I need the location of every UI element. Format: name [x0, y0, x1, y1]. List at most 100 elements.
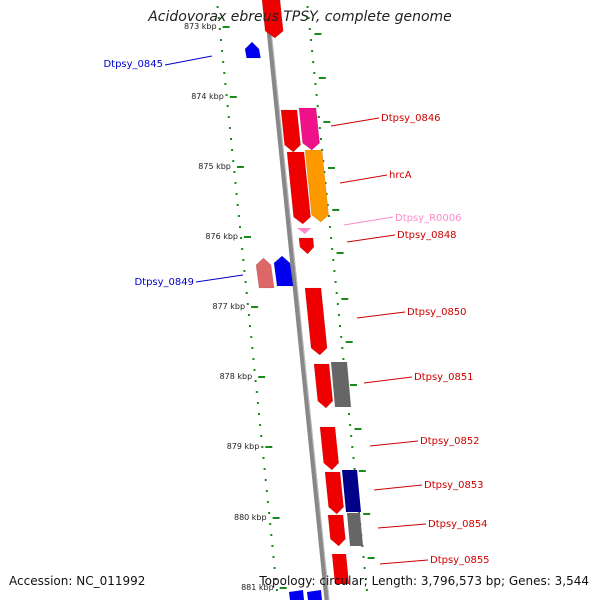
scale-dot	[353, 468, 356, 470]
scale-dot	[240, 237, 243, 239]
scale-dot	[255, 391, 258, 393]
scale-dot	[233, 171, 236, 173]
scale-dot	[313, 72, 316, 74]
gene-feature-partial[interactable]	[261, 0, 284, 39]
scale-dot	[227, 116, 230, 118]
gene-feature-dtpsy-0854[interactable]	[347, 513, 363, 546]
gene-feature-red-hrca[interactable]	[286, 151, 311, 225]
scale-dot	[235, 193, 238, 195]
gene-label-dtpsy-0852[interactable]: Dtpsy_0852	[420, 436, 480, 447]
gene-feature-red-0853[interactable]	[324, 471, 344, 515]
gene-label-dtpsy-0846[interactable]: Dtpsy_0846	[381, 113, 441, 124]
major-tick	[272, 517, 280, 519]
gene-feature-dtpsy-0848[interactable]	[298, 237, 315, 255]
scale-dot	[239, 226, 241, 228]
scale-dot	[259, 424, 262, 426]
scale-dot	[332, 259, 335, 261]
scale-dot	[275, 589, 278, 591]
gene-label-dtpsy-0854[interactable]: Dtpsy_0854	[428, 519, 488, 530]
gene-labels: Dtpsy_0845 Dtpsy_0846 hrcA Dtpsy_R0006 Dtpsy…	[103, 59, 489, 566]
leader-dtpsy-0852	[369, 440, 419, 447]
gene-label-hrca[interactable]: hrcA	[389, 170, 412, 181]
scale-dot	[340, 336, 343, 338]
kbp-tick-label: 881 kbp	[241, 583, 274, 592]
kbp-tick-label: 877 kbp	[212, 302, 245, 311]
scale-dot	[264, 479, 267, 481]
scale-dot	[237, 215, 240, 217]
gene-feature-pink-0849[interactable]	[255, 257, 275, 289]
major-tick	[251, 306, 259, 308]
scale-dot	[269, 523, 272, 525]
scale-dot	[268, 512, 271, 514]
scale-dot	[363, 567, 366, 569]
scale-dot	[331, 248, 334, 250]
scale-dot	[312, 61, 315, 63]
leader-dtpsy-0855	[379, 559, 429, 565]
major-tick	[265, 446, 273, 448]
scale-dot	[254, 380, 257, 382]
topology-text: Topology: circular; Length: 3,796,573 bp…	[259, 574, 589, 588]
gene-label-dtpsy-0855[interactable]: Dtpsy_0855	[430, 555, 490, 566]
scale-dot	[321, 149, 324, 151]
scale-dot	[251, 347, 254, 349]
kbp-tick-label: 879 kbp	[227, 442, 260, 451]
major-tick	[229, 96, 237, 98]
leader-hrca	[339, 174, 388, 184]
scale-dot	[349, 424, 352, 426]
kbp-tick-label: 878 kbp	[220, 372, 253, 381]
scale-tick-labels: 873 kbp 874 kbp 875 kbp 876 kbp 877 kbp 878 k…	[184, 22, 274, 592]
scale-dot	[334, 281, 337, 283]
gene-feature-dtpsy-0849[interactable]	[273, 255, 294, 287]
scale-dot	[226, 105, 229, 107]
leader-dtpsy-0845	[164, 55, 213, 66]
leader-dtpsy-0846	[330, 117, 380, 127]
minor-tick	[336, 252, 344, 254]
scale-dot	[274, 578, 277, 580]
scale-dot	[316, 105, 319, 107]
leader-dtpsy-0850	[356, 311, 406, 319]
scale-dot	[348, 413, 350, 415]
kbp-tick-label: 876 kbp	[205, 232, 238, 241]
gene-feature-dtpsy-r0006[interactable]	[297, 228, 311, 234]
scale-dot	[250, 336, 253, 338]
minor-tick	[314, 33, 322, 35]
gene-feature-dtpsy-0851[interactable]	[331, 362, 351, 407]
minor-tick	[350, 384, 357, 386]
scale-dot	[216, 6, 219, 8]
gene-feature-red-0854[interactable]	[327, 514, 346, 547]
scale-dot	[256, 402, 259, 404]
scale-dot	[350, 435, 353, 437]
scale-dot	[311, 50, 314, 52]
gene-feature-dtpsy-0852[interactable]	[319, 426, 340, 471]
scale-dot	[308, 28, 311, 30]
gene-label-dtpsy-0845[interactable]: Dtpsy_0845	[103, 59, 163, 70]
gene-feature-dtpsy-0846[interactable]	[298, 107, 320, 151]
scale-dot	[362, 556, 365, 558]
gene-feature-dtpsy-0845[interactable]	[244, 41, 261, 59]
scale-dot	[243, 270, 246, 272]
gene-feature-red-0851[interactable]	[313, 363, 334, 409]
scale-dot	[260, 435, 263, 437]
gene-feature-hrca[interactable]	[304, 149, 329, 223]
scale-dot	[271, 545, 274, 547]
minor-tick	[367, 557, 375, 559]
gene-feature-dtpsy-0855[interactable]	[332, 554, 349, 584]
gene-feature-red-0846[interactable]	[280, 109, 301, 153]
label-leaders	[164, 55, 429, 565]
gene-label-dtpsy-r0006[interactable]: Dtpsy_R0006	[395, 213, 462, 224]
gene-label-dtpsy-0853[interactable]: Dtpsy_0853	[424, 480, 484, 491]
scale-dot	[326, 204, 329, 206]
leader-dtpsy-0851	[363, 376, 413, 384]
scale-dot	[252, 358, 255, 360]
gene-label-dtpsy-0848[interactable]: Dtpsy_0848	[397, 230, 457, 241]
gene-label-dtpsy-0850[interactable]: Dtpsy_0850	[407, 307, 467, 318]
gene-label-dtpsy-0849[interactable]: Dtpsy_0849	[134, 277, 194, 288]
gene-feature-dtpsy-0853[interactable]	[342, 470, 361, 512]
gene-feature-partial-blue[interactable]	[289, 590, 304, 600]
scale-dot	[352, 457, 355, 459]
gene-label-dtpsy-0851[interactable]: Dtpsy_0851	[414, 372, 474, 383]
scale-dot	[265, 490, 268, 492]
minor-tick	[341, 298, 349, 300]
gene-feature-partial-blue[interactable]	[307, 590, 322, 600]
gene-feature-dtpsy-0850[interactable]	[304, 287, 328, 356]
